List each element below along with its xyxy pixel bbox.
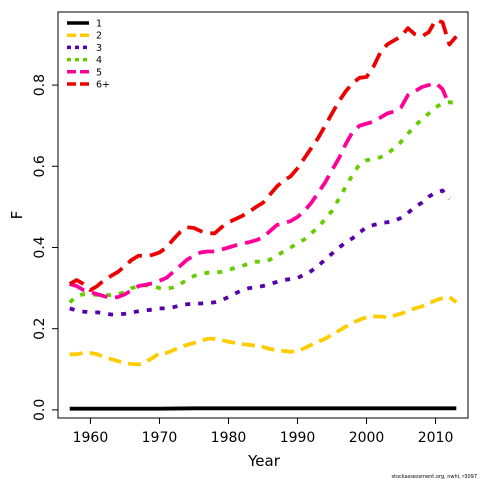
series-line-3 [69,188,451,317]
plot-series [68,18,458,411]
y-tick-label-2: 0.4 [32,236,48,258]
legend-label-3: 3 [96,43,102,54]
x-tick-label-2010: 2010 [418,430,454,446]
legend-label-4: 4 [96,55,102,66]
y-axis-label: F [8,211,26,220]
x-tick-label-2000: 2000 [349,430,385,446]
x-tick-label-1970: 1970 [142,430,178,446]
legend-label-5: 5 [96,67,102,78]
series-line-6 [68,18,458,293]
plot-frame [57,11,469,419]
x-tick-label-1980: 1980 [211,430,247,446]
legend-label-1: 1 [96,19,102,30]
legend-label-6: 6+ [96,80,110,91]
series-line-5 [69,81,452,301]
series-line-4 [68,100,457,304]
y-axis: 0.0 0.2 0.4 0.6 0.8 [32,74,58,421]
legend-label-2: 2 [96,31,102,42]
x-tick-label-1990: 1990 [280,430,316,446]
x-tick-label-1960: 1960 [73,430,109,446]
watermark: stockassessment.org, nwhl, r3097 [391,474,477,480]
y-tick-label-0: 0.0 [32,399,48,421]
series-line-2 [69,295,458,367]
y-tick-label-1: 0.2 [32,318,48,340]
x-axis: 1960 1970 1980 1990 2000 2010 [73,418,454,446]
y-tick-label-3: 0.6 [32,155,48,177]
x-axis-label: Year [247,452,281,470]
y-tick-label-4: 0.8 [32,74,48,96]
